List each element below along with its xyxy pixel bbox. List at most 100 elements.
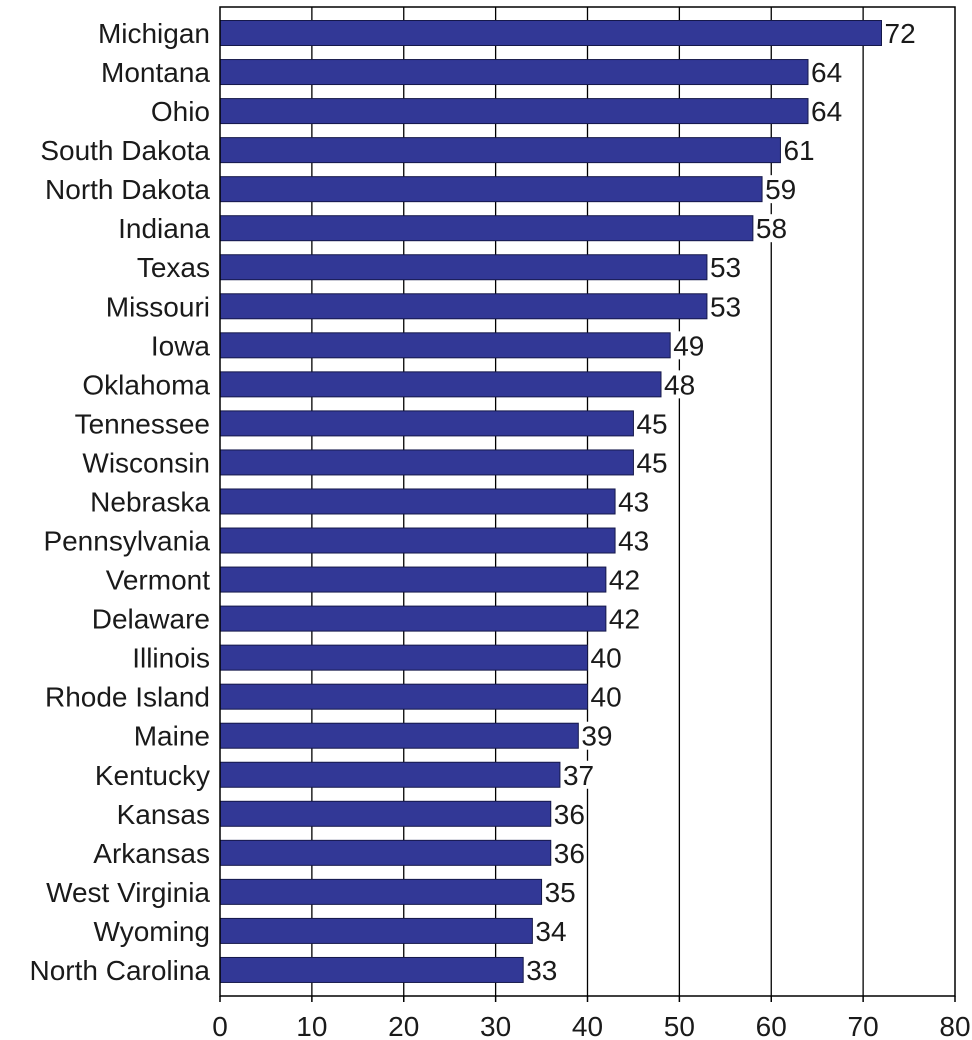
bar-south-dakota [219,137,781,164]
category-label: South Dakota [40,135,210,166]
x-tick-label: 30 [480,1011,511,1040]
category-label: Michigan [98,18,210,49]
value-label-backing [663,370,697,399]
value-label: 58 [756,213,787,244]
value-label: 43 [618,526,649,557]
value-label: 64 [811,57,842,88]
bar-pennsylvania [219,527,616,554]
category-label: Wisconsin [82,447,210,478]
x-tick-label: 10 [296,1011,327,1040]
x-tick-label: 0 [212,1011,228,1040]
value-label: 42 [609,604,640,635]
category-label: Iowa [151,330,211,361]
category-label: Maine [134,721,210,752]
x-tick-label: 60 [756,1011,787,1040]
value-label: 40 [591,682,622,713]
bar-kentucky [219,761,561,788]
value-label-backing [525,955,559,984]
category-label: Indiana [118,213,210,244]
value-label-backing [617,487,651,516]
bar-arkansas [219,839,552,866]
value-label: 42 [609,565,640,596]
bar-west-virginia [219,878,543,905]
bar-oklahoma [219,371,662,398]
category-label: North Dakota [45,174,210,205]
x-tick-label: 80 [939,1011,970,1040]
bar-missouri [219,293,708,320]
bar-maine [219,722,579,749]
bar-north-dakota [219,176,763,203]
value-label-backing [543,877,577,906]
bar-wyoming [219,917,533,944]
bar-illinois [219,644,588,671]
bar-north-carolina [219,956,524,983]
value-label: 72 [885,18,916,49]
value-label: 35 [545,877,576,908]
category-labels: Michigan Montana Ohio South Dakota North Dak… [29,18,210,986]
value-label: 40 [591,643,622,674]
bar-tennessee [219,410,634,437]
value-label-backing [764,175,798,204]
value-label-backing [561,760,596,789]
value-label-backing [782,136,816,165]
category-label: Kansas [117,799,210,830]
value-label-backing [810,97,844,126]
value-label: 59 [765,174,796,205]
category-label: Pennsylvania [43,526,210,557]
category-label: West Virginia [46,877,210,908]
value-label-backing [580,721,614,750]
bar-nebraska [219,488,616,515]
value-label: 53 [710,291,741,322]
value-label: 43 [618,486,649,517]
value-label-backing [617,526,651,555]
x-axis-tick-labels: 0 10 20 30 40 50 60 70 80 [212,996,971,1040]
value-label: 36 [554,799,585,830]
value-label-backing [635,448,669,477]
bar-rhode-island [219,683,588,710]
value-label: 37 [563,760,594,791]
value-label: 45 [636,408,667,439]
bar-michigan [219,20,882,46]
category-label: Montana [101,57,210,88]
value-label-backing [635,409,669,438]
value-label: 39 [581,721,612,752]
category-label: Texas [137,252,210,283]
category-label: Nebraska [90,486,210,517]
value-label: 33 [526,955,557,986]
value-labels: 7264646159585353494845454343424240403937… [525,18,917,986]
category-label: Oklahoma [82,369,210,400]
value-label: 61 [783,135,814,166]
bar-indiana [219,215,754,242]
value-label-backing [672,331,706,360]
category-label: Wyoming [94,916,210,947]
value-label: 48 [664,369,695,400]
category-label: Ohio [151,96,210,127]
bar-texas [219,254,708,281]
category-label: Delaware [92,604,210,635]
value-label: 49 [673,330,704,361]
bar-vermont [219,566,607,593]
value-label-backing [607,565,642,594]
bar-montana [219,59,809,86]
category-label: Vermont [106,565,210,596]
value-label: 36 [554,838,585,869]
bar-wisconsin [219,449,634,476]
bar-kansas [219,800,552,827]
category-label: Illinois [132,643,210,674]
category-label: Missouri [106,291,210,322]
value-label: 45 [636,447,667,478]
value-label-backing [810,58,844,87]
x-tick-label: 40 [572,1011,603,1040]
value-label-backing [534,916,568,945]
category-label: North Carolina [29,955,210,986]
value-label-backing [883,19,917,47]
bar-iowa [219,332,671,359]
value-label: 34 [535,916,566,947]
value-label-backing [589,682,623,711]
bar-delaware [219,605,607,632]
category-label: Tennessee [75,408,210,439]
value-label-backing [607,604,642,633]
x-tick-label: 50 [664,1011,695,1040]
